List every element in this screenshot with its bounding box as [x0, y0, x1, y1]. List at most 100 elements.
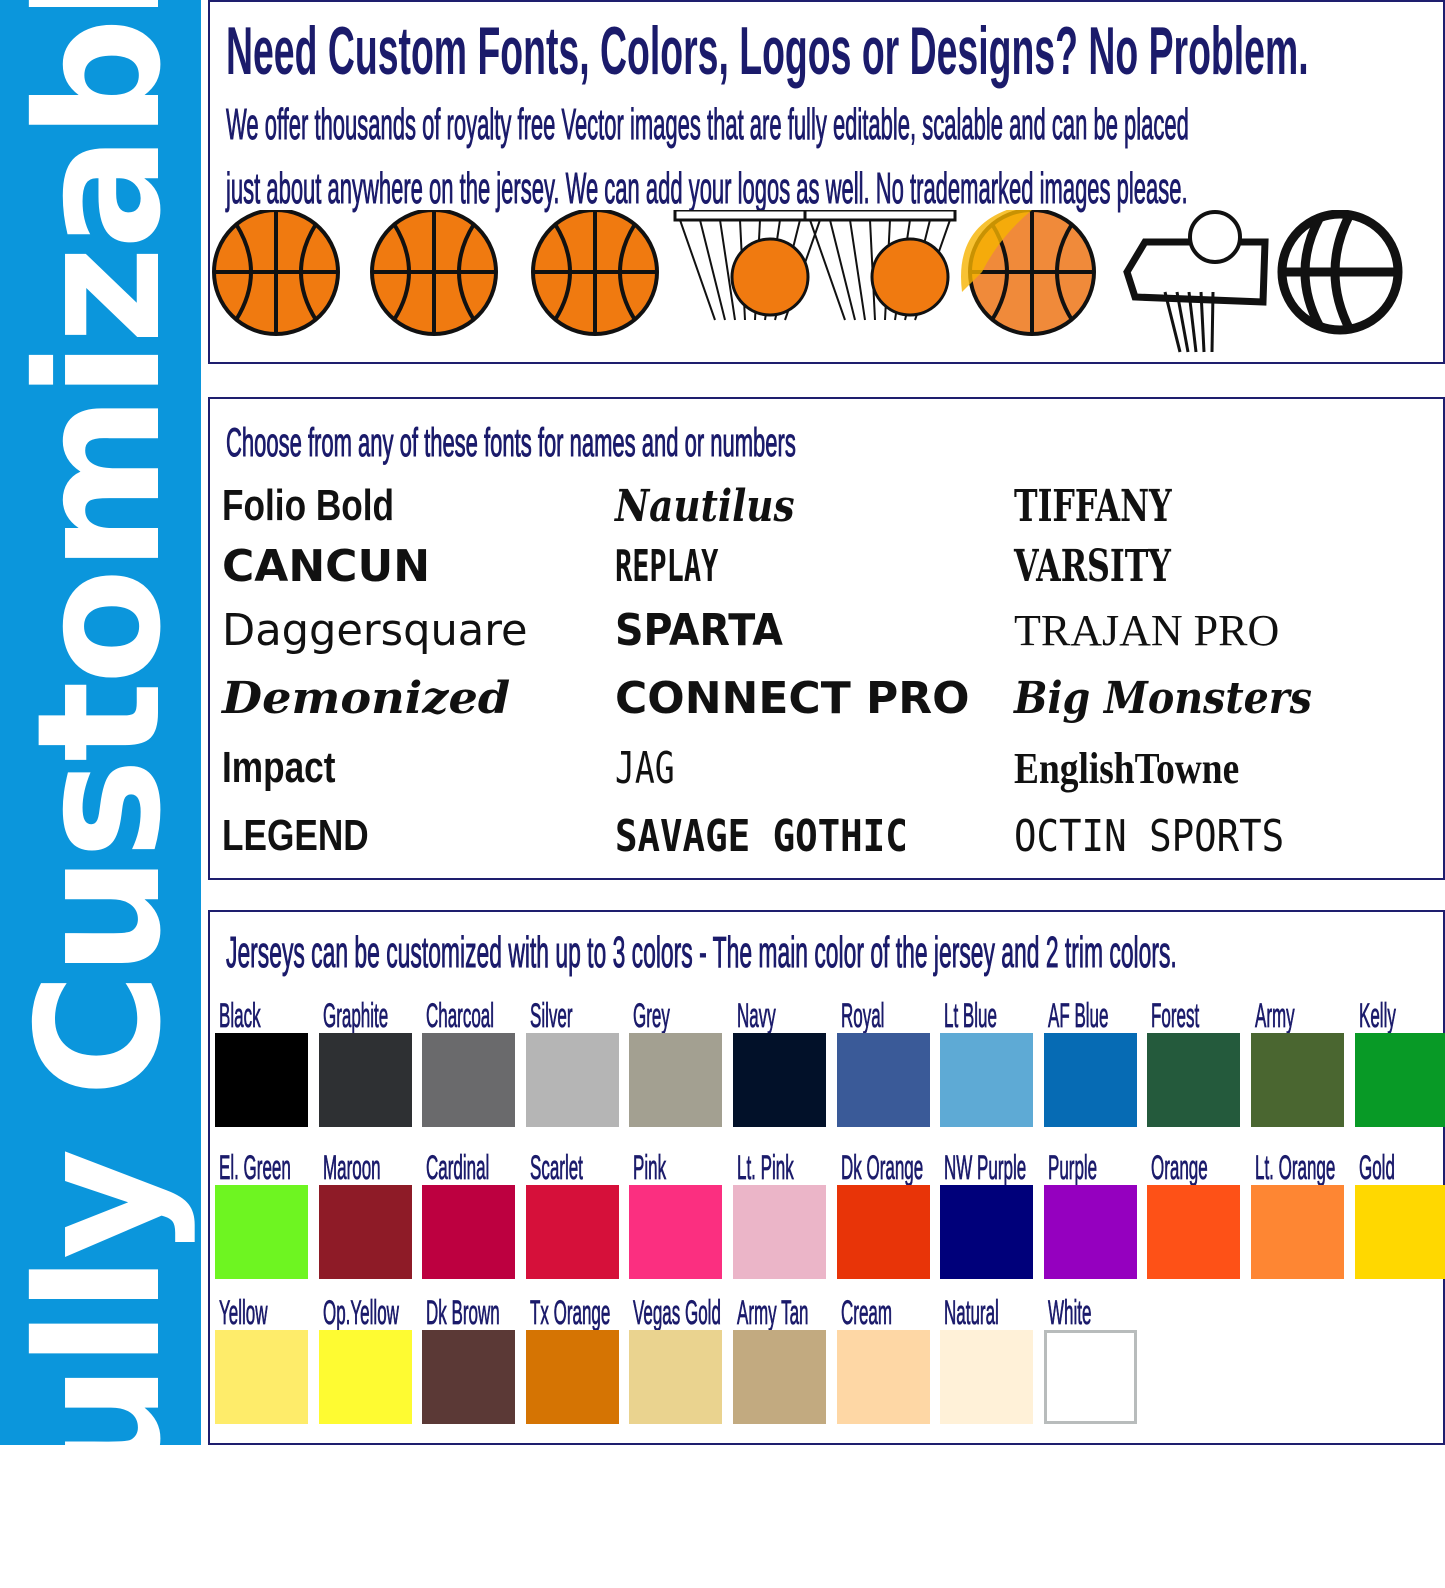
page-title: Need Custom Fonts, Colors, Logos or Desi…: [226, 13, 1309, 89]
font-sample: REPLAY: [615, 541, 719, 592]
color-swatch: [215, 1185, 308, 1279]
color-swatch: [940, 1033, 1034, 1127]
color-label: Maroon: [322, 1149, 381, 1188]
color-label: Orange: [1151, 1149, 1209, 1188]
color-label: Scarlet: [529, 1149, 583, 1188]
colors-heading: Jerseys can be customized with up to 3 c…: [226, 928, 1177, 978]
font-sample: VARSITY: [1014, 541, 1171, 592]
color-label: Dk Orange: [840, 1149, 923, 1188]
color-swatch: [422, 1185, 516, 1279]
color-label: Vegas Gold: [633, 1294, 722, 1333]
vector-image-gallery: [212, 210, 1403, 353]
color-label: Cream: [840, 1294, 892, 1333]
color-label: Tx Orange: [529, 1294, 611, 1333]
color-swatch: [836, 1185, 930, 1279]
color-label: Purple: [1047, 1149, 1098, 1188]
color-swatch: [836, 1033, 930, 1127]
color-swatch: [733, 1033, 826, 1127]
color-label: Lt. Orange: [1255, 1149, 1336, 1188]
color-swatch: [318, 1185, 412, 1279]
color-label: Royal: [840, 997, 885, 1036]
color-label: Gold: [1358, 1149, 1395, 1188]
font-sample: LEGEND: [222, 811, 369, 860]
color-swatch: [1147, 1185, 1241, 1279]
color-label: Lt Blue: [944, 997, 998, 1036]
color-label: AF Blue: [1047, 997, 1109, 1036]
color-swatch: [836, 1330, 930, 1424]
font-sample: JAG: [615, 743, 675, 794]
font-sample: Folio Bold: [222, 481, 395, 530]
color-swatch: [318, 1033, 412, 1127]
color-label: Graphite: [322, 997, 388, 1036]
basketball-outline-icon: [1277, 210, 1403, 335]
font-sample: OCTIN SPORTS: [1014, 811, 1285, 862]
color-label: Natural: [944, 1294, 999, 1333]
color-swatch: [1043, 1330, 1137, 1424]
color-swatch: [525, 1033, 619, 1127]
color-swatch: [1354, 1033, 1445, 1127]
color-swatch: [422, 1330, 516, 1424]
color-label: Lt. Pink: [737, 1149, 794, 1188]
color-swatch: [733, 1330, 826, 1424]
color-swatch: [215, 1330, 308, 1424]
color-label: Op.Yellow: [322, 1294, 399, 1333]
font-sample: CANCUN: [222, 541, 431, 592]
color-label: Dk Brown: [426, 1294, 500, 1333]
color-label: Army Tan: [737, 1294, 809, 1333]
color-label: Cardinal: [426, 1149, 490, 1188]
basketball-in-net-icon: [673, 210, 827, 321]
color-label: Forest: [1151, 997, 1200, 1036]
color-label: Black: [219, 997, 261, 1036]
custom-designs-panel: Need Custom Fonts, Colors, Logos or Desi…: [208, 0, 1445, 364]
color-swatch: [1251, 1033, 1344, 1127]
color-label: Navy: [737, 997, 776, 1036]
color-label: Charcoal: [426, 997, 495, 1036]
font-sample: Impact: [222, 743, 336, 792]
color-label: Yellow: [219, 1294, 268, 1333]
colors-panel: Jerseys can be customized with up to 3 c…: [208, 910, 1445, 1445]
basketball-icon: [212, 210, 340, 336]
flaming-basketball-icon: [961, 210, 1096, 336]
sidebar-title: Fully Customizable: [1, 0, 199, 1588]
font-sample: Nautilus: [615, 481, 795, 532]
color-label: Grey: [633, 997, 671, 1036]
color-swatch: [629, 1185, 723, 1279]
basketball-net-icon: [803, 210, 957, 321]
sidebar-banner: Fully Customizable: [0, 0, 201, 1588]
color-swatch: [215, 1033, 308, 1127]
color-label: Pink: [633, 1149, 667, 1188]
color-swatch: [318, 1330, 412, 1424]
font-sample: Daggersquare: [222, 605, 528, 656]
color-swatch: [940, 1330, 1034, 1424]
font-sample: EnglishTowne: [1014, 744, 1240, 793]
color-swatch: [525, 1185, 619, 1279]
font-sample: SAVAGE GOTHIC: [615, 811, 908, 862]
description-line-1: We offer thousands of royalty free Vecto…: [226, 100, 1189, 150]
color-swatch: [422, 1033, 516, 1127]
color-label: El. Green: [219, 1149, 291, 1188]
color-swatch: [629, 1330, 723, 1424]
color-label: Army: [1255, 997, 1295, 1036]
color-label: Silver: [529, 997, 573, 1036]
fonts-heading: Choose from any of these fonts for names…: [226, 421, 796, 466]
fonts-panel: Choose from any of these fonts for names…: [208, 397, 1445, 880]
color-label: White: [1047, 1294, 1092, 1333]
font-sample: SPARTA: [615, 605, 783, 656]
color-swatch: [1147, 1033, 1241, 1127]
color-swatch: [1043, 1033, 1137, 1127]
font-sample: TIFFANY: [1014, 481, 1172, 532]
color-swatch: [940, 1185, 1034, 1279]
color-label: NW Purple: [944, 1149, 1027, 1188]
description-line-2: just about anywhere on the jersey. We ca…: [226, 164, 1188, 214]
color-swatch: [525, 1330, 619, 1424]
color-swatch: [629, 1033, 723, 1127]
color-swatch: [1251, 1185, 1344, 1279]
color-swatch: [1043, 1185, 1137, 1279]
basketball-icon: [531, 210, 659, 336]
font-sample: Big Monsters: [1014, 673, 1312, 724]
color-swatch: [733, 1185, 826, 1279]
hoop-outline-icon: [1123, 210, 1269, 353]
basketball-icon: [370, 210, 498, 336]
color-label: Kelly: [1358, 997, 1396, 1036]
font-sample: Demonized: [222, 673, 511, 724]
